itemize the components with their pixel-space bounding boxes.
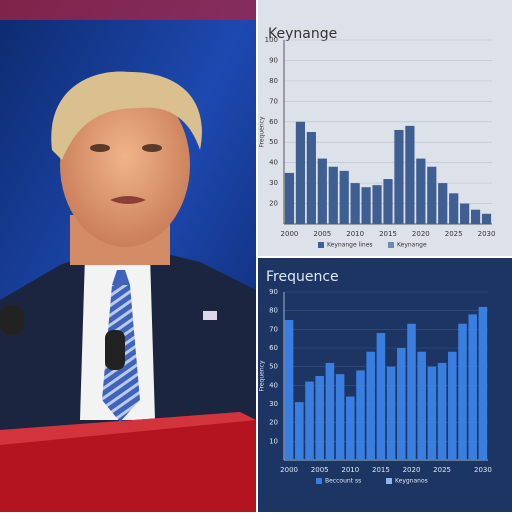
bar [339, 170, 349, 224]
photo [0, 0, 256, 512]
x-tick-label: 2005 [311, 466, 329, 474]
bar [481, 213, 492, 224]
y-axis-label: Frequency [259, 360, 266, 391]
x-tick-label: 2000 [280, 466, 298, 474]
x-tick-label: 2025 [433, 466, 451, 474]
bar [449, 193, 459, 224]
bar [306, 132, 316, 224]
x-tick-label: 2015 [379, 230, 397, 238]
y-tick-label: 100 [265, 36, 278, 44]
chart-title: Keynange [268, 26, 337, 42]
legend-label: Keygnanos [395, 478, 428, 485]
y-tick-label: 40 [269, 159, 278, 167]
bar [328, 166, 338, 224]
x-tick-label: 2030 [478, 230, 496, 238]
bar [394, 129, 404, 224]
bar [407, 323, 416, 460]
legend-label: Beccount ss [325, 478, 361, 485]
x-tick-label: 2020 [412, 230, 430, 238]
y-tick-label: 90 [269, 288, 278, 296]
bar [356, 370, 365, 460]
x-tick-label: 2010 [341, 466, 359, 474]
y-tick-label: 80 [269, 77, 278, 85]
chart-title: Frequence [266, 269, 339, 285]
bar [448, 351, 457, 460]
y-tick-label: 30 [269, 400, 278, 408]
y-tick-label: 20 [269, 200, 278, 208]
bar [427, 166, 437, 224]
y-tick-label: 70 [269, 325, 278, 333]
y-tick-label: 30 [269, 179, 278, 187]
bar [295, 121, 306, 224]
x-tick-label: 2015 [372, 466, 390, 474]
bar [405, 125, 415, 224]
x-tick-label: 2025 [445, 230, 463, 238]
bar [325, 362, 335, 460]
bar [315, 376, 324, 460]
y-tick-label: 10 [269, 437, 278, 445]
bar [284, 172, 295, 224]
bar [458, 323, 467, 460]
legend-swatch [316, 478, 322, 484]
y-axis-label: Frequency [259, 116, 266, 147]
bar [335, 374, 345, 460]
bar [437, 362, 447, 460]
y-tick-label: 50 [269, 363, 278, 371]
bar [366, 351, 375, 460]
legend-label: Keynange lines [327, 242, 373, 249]
bar [438, 183, 448, 224]
bar [470, 209, 481, 224]
bar [295, 402, 304, 460]
y-tick-label: 60 [269, 344, 278, 352]
bar [468, 314, 477, 460]
x-tick-label: 2010 [346, 230, 364, 238]
y-tick-label: 60 [269, 118, 278, 126]
bar [346, 396, 355, 460]
bar [427, 366, 437, 460]
y-tick-label: 70 [269, 97, 278, 105]
x-tick-label: 2020 [403, 466, 421, 474]
bar [397, 348, 406, 460]
x-tick-label: 2005 [313, 230, 331, 238]
bar [386, 366, 396, 460]
legend-swatch [388, 242, 394, 248]
y-tick-label: 20 [269, 419, 278, 427]
legend-swatch [318, 242, 324, 248]
bar [350, 183, 360, 224]
bar [317, 158, 327, 224]
bar [376, 333, 386, 460]
y-tick-label: 40 [269, 381, 278, 389]
y-tick-label: 80 [269, 307, 278, 315]
bar [305, 381, 314, 460]
legend-label: Keynange [397, 242, 427, 249]
y-tick-label: 90 [269, 56, 278, 64]
bar [284, 320, 294, 460]
bar [383, 179, 393, 224]
legend-swatch [386, 478, 392, 484]
y-tick-label: 50 [269, 138, 278, 146]
bar [361, 187, 371, 224]
bar [417, 351, 426, 460]
bar [478, 306, 488, 460]
bar [416, 158, 426, 224]
x-tick-label: 2030 [474, 466, 492, 474]
x-tick-label: 2000 [281, 230, 299, 238]
bar [372, 185, 382, 224]
bar [460, 203, 470, 224]
